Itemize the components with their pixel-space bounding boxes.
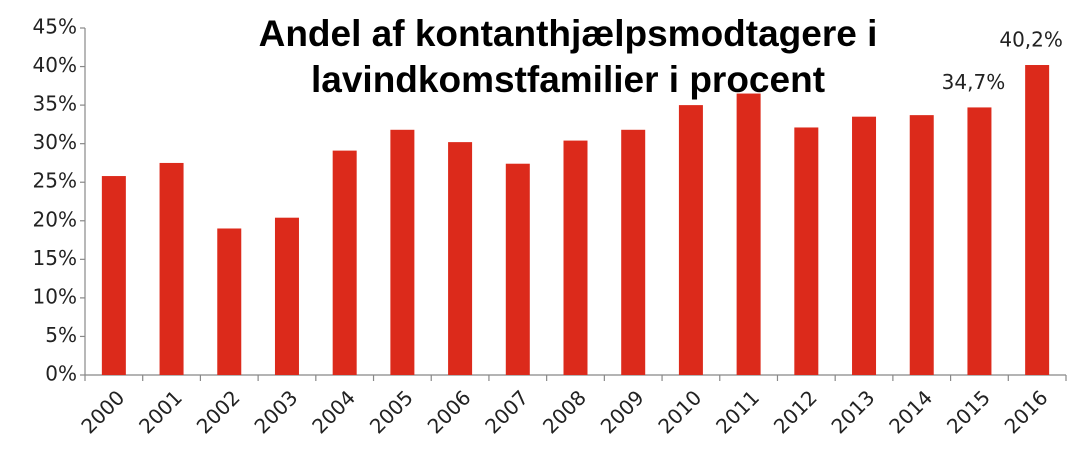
x-tick-label: 2009 (596, 385, 649, 438)
bar (736, 93, 761, 376)
x-tick-label: 2016 (1000, 385, 1053, 438)
y-tick-label: 45% (33, 15, 77, 39)
value-label: 34,7% (942, 70, 1006, 94)
x-tick-label: 2015 (942, 385, 995, 438)
bar (909, 115, 934, 375)
bar (332, 150, 357, 375)
x-tick-label: 2004 (307, 385, 360, 438)
y-tick-label: 0% (45, 362, 77, 386)
bar (505, 163, 530, 375)
value-label: 40,2% (999, 28, 1063, 52)
x-tick-label: 2005 (365, 385, 418, 438)
bar (852, 116, 877, 375)
y-tick-label: 30% (33, 130, 77, 154)
x-tick-label: 2006 (423, 385, 476, 438)
x-tick-label: 2003 (249, 385, 302, 438)
y-tick-label: 40% (33, 53, 77, 77)
y-tick-label: 5% (45, 323, 77, 347)
x-tick-label: 2007 (480, 385, 533, 438)
y-tick-label: 35% (33, 92, 77, 116)
x-tick-label: 2010 (653, 385, 706, 438)
bar (159, 162, 184, 375)
x-tick-label: 2002 (192, 385, 245, 438)
x-tick-label: 2013 (826, 385, 879, 438)
x-tick-label: 2001 (134, 385, 187, 438)
bar (101, 176, 126, 375)
x-tick-label: 2000 (76, 385, 129, 438)
bar (448, 142, 473, 375)
bar (967, 107, 992, 376)
y-tick-label: 20% (33, 207, 77, 231)
chart-title: Andel af kontanthjælpsmodtagere i (259, 13, 878, 54)
bar (217, 228, 242, 375)
chart-title: lavindkomstfamilier i procent (311, 59, 825, 100)
bar (678, 105, 703, 375)
bar (563, 140, 588, 375)
bar (390, 129, 415, 375)
y-tick-label: 25% (33, 169, 77, 193)
bar (621, 129, 646, 375)
bar (274, 217, 299, 375)
x-tick-label: 2008 (538, 385, 591, 438)
x-tick-label: 2012 (769, 385, 822, 438)
x-tick-label: 2011 (711, 385, 764, 438)
y-tick-label: 10% (33, 284, 77, 308)
x-tick-label: 2014 (884, 385, 937, 438)
y-tick-label: 15% (33, 246, 77, 270)
bar (794, 127, 819, 376)
bar (1025, 65, 1050, 375)
